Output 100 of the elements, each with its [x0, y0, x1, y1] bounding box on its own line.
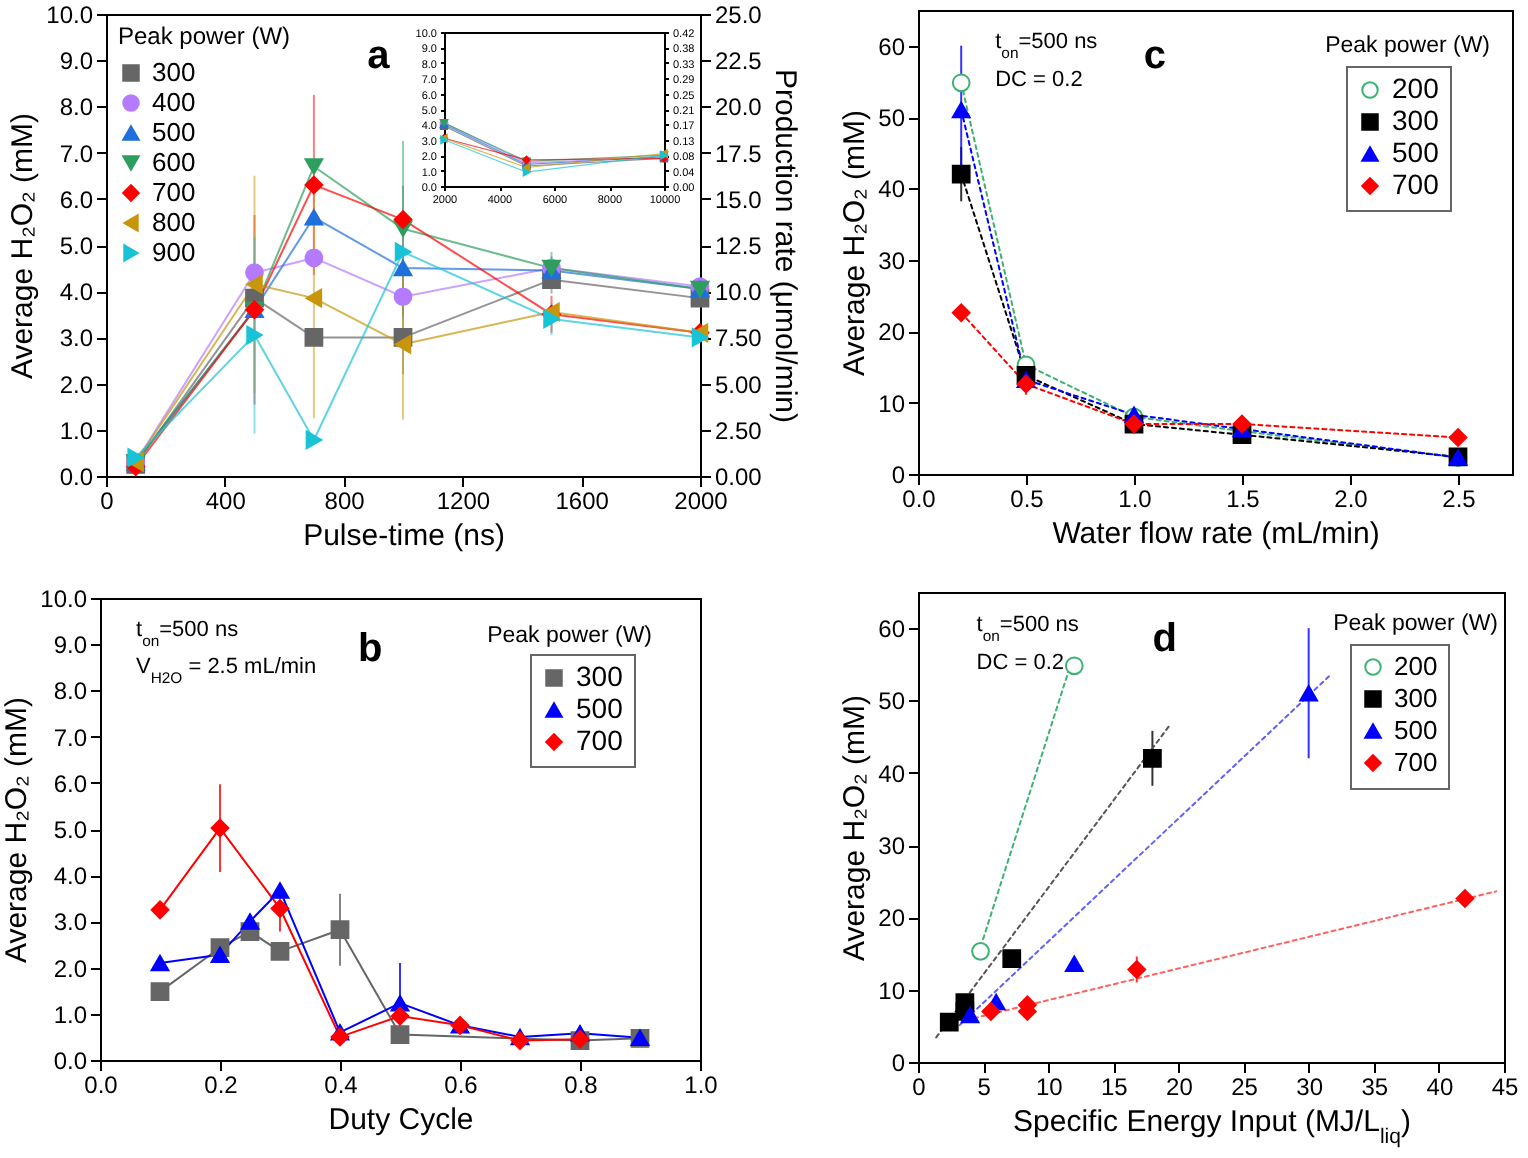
legend-label: 500 [1392, 136, 1440, 168]
legend-label: 300 [1394, 683, 1438, 713]
legend-label: 500 [152, 117, 196, 147]
x-tick-label: 45 [1491, 1073, 1519, 1101]
y-tick-label: 7.0 [53, 723, 88, 752]
legend-title: Peak power (W) [1333, 612, 1499, 636]
annotation: d [1152, 617, 1177, 661]
legend-label: 300 [1392, 104, 1440, 136]
x-tick-label: 800 [324, 487, 366, 515]
y-tick-label: 2.0 [59, 370, 94, 399]
y-tick-label: 7.0 [59, 139, 94, 168]
legend-label: 700 [1392, 168, 1440, 200]
y-tick-label: 4.0 [59, 278, 94, 307]
legend-label: 300 [576, 660, 624, 692]
y-tick-label: 2.0 [53, 954, 88, 983]
y-tick-label: 0 [891, 1049, 906, 1077]
x-tick-label: 1600 [555, 487, 610, 515]
annotation: DC = 0.2 [976, 650, 1065, 675]
y-tick-label: 30 [878, 832, 906, 861]
x-tick-label: 1.0 [1118, 485, 1153, 513]
legend-label: 500 [1394, 715, 1438, 745]
annotation: V$_{H2O}$ = 2.5 mL/min [136, 655, 317, 687]
y-tick-label: 1.0 [53, 1000, 88, 1029]
y2-tick-label: 5.00 [715, 370, 763, 399]
legend-title: Peak power (W) [487, 624, 653, 648]
legend-label: 900 [152, 237, 196, 267]
y-tick-label: 50 [878, 104, 906, 133]
y2-tick-label: 25.0 [715, 1, 763, 29]
annotation: DC = 0.2 [995, 67, 1083, 92]
x-tick-label: 1200 [436, 487, 491, 515]
y-tick-label: 60 [878, 615, 906, 644]
x-tick-label: 2000 [674, 487, 729, 515]
y2-tick-label: 20.0 [715, 93, 763, 122]
x-tick-label: 0.0 [84, 1071, 119, 1099]
y-tick-label: 10 [878, 976, 906, 1005]
y-tick-label: 0.0 [59, 463, 94, 491]
x-tick-label: 400 [205, 487, 247, 515]
y-tick-label: 6.0 [59, 185, 94, 214]
x-tick-label: 0.2 [204, 1071, 239, 1099]
x-tick-label: 25 [1231, 1073, 1259, 1101]
y-tick-label: 0.0 [53, 1047, 88, 1075]
x-tick-label: 40 [1426, 1073, 1454, 1101]
y-tick-label: 10.0 [40, 585, 88, 613]
x-tick-label: 0.5 [1010, 485, 1045, 513]
y-tick-label: 20 [878, 904, 906, 933]
x-tick-label: 10 [1035, 1073, 1064, 1101]
y2-tick-label: 15.0 [715, 185, 763, 214]
y-axis-title: Average H₂O₂ (mM) [6, 112, 41, 380]
x-tick-label: 15 [1100, 1073, 1129, 1101]
y2-tick-label: 22.5 [715, 47, 763, 76]
legend-label: 700 [152, 177, 196, 207]
y-tick-label: 50 [878, 687, 906, 716]
y2-tick-label: 10.0 [715, 278, 763, 307]
annotation: t$_{on}$=500 ns [136, 618, 240, 650]
legend-title: Peak power (W) [118, 22, 291, 50]
annotation: b [358, 626, 383, 671]
annotation: t$_{on}$=500 ns [995, 30, 1099, 62]
y2-tick-label: 2.50 [715, 416, 763, 445]
y-tick-label: 10.0 [46, 1, 94, 29]
x-tick-label: 2.0 [1334, 485, 1369, 513]
y-axis-title: Average H₂O₂ (mM) [838, 109, 873, 377]
y2-axis-title: Production rate (μmol/min) [767, 68, 802, 424]
y-tick-label: 3.0 [59, 324, 94, 353]
x-axis-title: Specific Energy Input (MJ/L$_{liq}$) [1013, 1105, 1411, 1149]
x-tick-label: 1.0 [684, 1071, 719, 1099]
x-tick-label: 35 [1361, 1073, 1389, 1101]
y-tick-label: 8.0 [53, 677, 88, 706]
legend-label: 200 [1392, 72, 1440, 104]
y-tick-label: 5.0 [53, 816, 88, 844]
y-tick-label: 8.0 [59, 93, 94, 122]
x-tick-label: 20 [1166, 1073, 1194, 1101]
legend-label: 300 [152, 57, 196, 87]
legend-label: 400 [152, 87, 196, 117]
legend-label: 700 [1394, 747, 1438, 777]
y-tick-label: 20 [878, 318, 906, 347]
x-tick-label: 2.5 [1442, 485, 1477, 513]
x-tick-label: 5 [977, 1073, 992, 1101]
y-tick-label: 40 [878, 759, 906, 788]
x-tick-label: 0.6 [444, 1071, 479, 1099]
y-axis-title: Average H₂O₂ (mM) [0, 696, 35, 964]
annotation: a [367, 33, 392, 78]
x-tick-label: 0.8 [564, 1071, 599, 1099]
y-tick-label: 0 [891, 461, 906, 489]
x-tick-label: 30 [1296, 1073, 1324, 1101]
y-tick-label: 9.0 [53, 631, 88, 660]
annotation: c [1143, 34, 1166, 79]
y-tick-label: 1.0 [59, 416, 94, 445]
x-tick-label: 0.4 [324, 1071, 359, 1099]
y-tick-label: 60 [878, 32, 906, 61]
legend-title: Peak power (W) [1325, 34, 1491, 58]
y2-tick-label: 17.5 [715, 139, 763, 168]
y-axis-title: Average H₂O₂ (mM) [838, 694, 873, 962]
y2-tick-label: 7.50 [715, 324, 763, 353]
y2-tick-label: 0.00 [715, 463, 763, 491]
legend-label: 500 [576, 692, 624, 724]
y2-tick-label: 12.5 [715, 232, 763, 260]
x-axis-title: Duty Cycle [328, 1103, 474, 1137]
annotation: t$_{on}$=500 ns [976, 612, 1080, 644]
y-tick-label: 10 [878, 389, 906, 418]
legend-label: 600 [152, 147, 196, 177]
